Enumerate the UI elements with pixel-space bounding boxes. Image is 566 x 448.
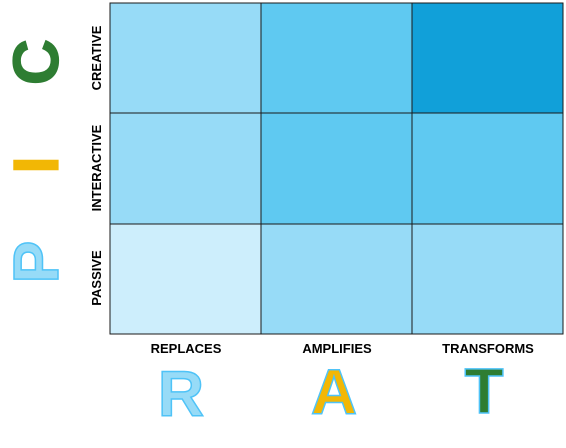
pic-letters: C I P <box>0 38 73 284</box>
cell-passive-replaces <box>109 223 262 335</box>
rat-letter-t: T <box>464 355 503 427</box>
column-label-amplifies: AMPLIFIES <box>302 341 372 356</box>
pic-letter-p: P <box>0 241 72 284</box>
column-label-replaces: REPLACES <box>151 341 222 356</box>
row-label-creative: CREATIVE <box>89 25 104 90</box>
rat-letters: R A T <box>157 354 504 431</box>
cell-interactive-replaces <box>109 112 262 225</box>
row-label-passive: PASSIVE <box>89 250 104 306</box>
cell-passive-amplifies <box>260 223 413 335</box>
row-label-interactive: INTERACTIVE <box>89 124 104 211</box>
row-labels: CREATIVE INTERACTIVE PASSIVE <box>89 25 104 305</box>
pic-letter-i: I <box>0 156 72 174</box>
cell-creative-amplifies <box>260 2 413 114</box>
cell-creative-replaces <box>109 2 262 114</box>
column-label-transforms: TRANSFORMS <box>442 341 534 356</box>
cell-passive-transforms <box>411 223 564 335</box>
cell-interactive-amplifies <box>260 112 413 225</box>
column-labels: REPLACES AMPLIFIES TRANSFORMS <box>151 341 535 356</box>
rat-letter-a: A <box>311 356 357 428</box>
matrix-grid <box>109 2 564 335</box>
pic-letter-c: C <box>0 39 72 85</box>
cell-interactive-transforms <box>411 112 564 225</box>
rat-letter-r: R <box>158 358 204 430</box>
cell-creative-transforms <box>411 2 564 114</box>
